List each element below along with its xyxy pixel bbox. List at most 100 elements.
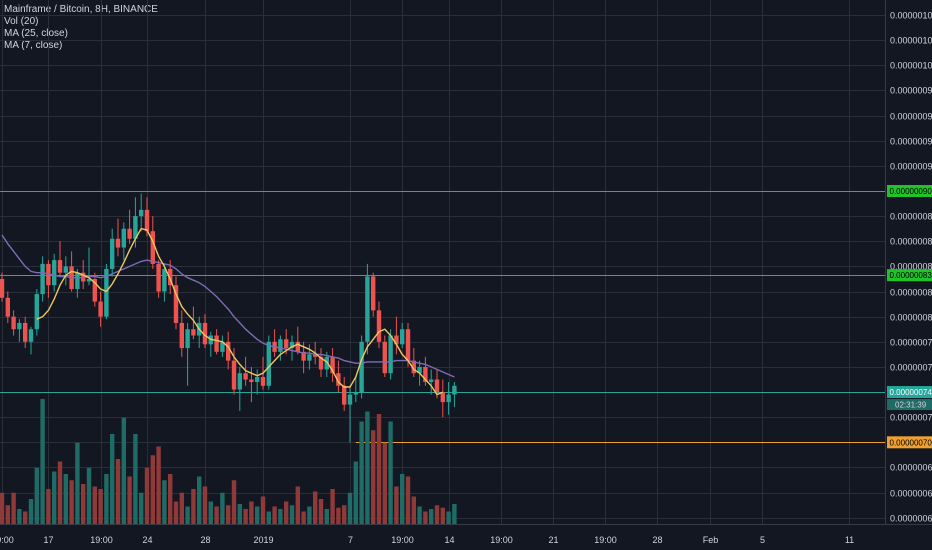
candle-body [417, 366, 422, 374]
price-tag-label: 0.00000083 [890, 271, 932, 280]
volume-bar [52, 471, 57, 524]
candle-body [133, 216, 138, 239]
candle-body [40, 263, 45, 295]
volume-bar [34, 467, 39, 524]
price-tick-label: 0.00000078 [890, 338, 932, 348]
candle-body [139, 209, 144, 217]
candle-body [342, 385, 347, 405]
candle-body [121, 228, 126, 248]
volume-bar [11, 492, 16, 524]
price-tick-label: 0.00000102 [890, 36, 932, 46]
candle-body [371, 276, 376, 311]
candle-body [191, 329, 196, 336]
candle-body [452, 385, 457, 395]
price-tick-label: 0.00000088 [890, 212, 932, 222]
volume-bar [278, 509, 283, 524]
volume-bar [173, 501, 179, 524]
price-tag-background [887, 386, 932, 399]
candle-body [214, 335, 219, 352]
countdown-tag-label: 02:31:39 [895, 401, 927, 410]
volume-bar [429, 509, 434, 524]
volume-bar [365, 411, 370, 524]
candle-body [243, 373, 248, 380]
volume-bar [144, 467, 150, 524]
candle-body [376, 310, 382, 342]
price-tick-label: 0.00000098 [890, 86, 932, 96]
candle-body [295, 341, 300, 352]
price-tick-label: 0.00000092 [890, 162, 932, 172]
ma7-indicator-label[interactable]: MA (7, close) [4, 40, 63, 51]
volume-bar [110, 434, 115, 524]
volume-bar [139, 492, 144, 524]
volume-bar [231, 480, 237, 524]
countdown-tag-background [887, 399, 932, 411]
volume-bar [330, 489, 335, 524]
candle-body [440, 392, 445, 403]
time-axis[interactable]: 19:00 17 19:00 24 28 2019 7 19:00 14 19:00 21 19:00… [0, 535, 854, 545]
volume-bar [434, 505, 440, 524]
candle-body [405, 329, 411, 361]
volume-bar [197, 476, 202, 524]
candle-body [330, 356, 335, 374]
time-tick-label: 24 [142, 535, 152, 545]
volume-bar [5, 505, 10, 524]
candle-body [284, 339, 289, 349]
candle-body [231, 360, 237, 390]
price-tick-label: 0.00000086 [890, 237, 932, 247]
volume-bar [405, 476, 411, 524]
volume-bar [104, 474, 109, 524]
volume-bar [179, 492, 184, 524]
volume-bar [243, 509, 248, 524]
candle-body [92, 278, 97, 302]
price-tick-label: 0.00000068 [890, 463, 932, 473]
volume-bar [295, 486, 300, 524]
volume-bar [423, 511, 428, 524]
time-tick-label: 14 [444, 535, 454, 545]
time-tick-label: 28 [200, 535, 210, 545]
candle-body [307, 354, 312, 361]
volume-bar [86, 467, 92, 524]
volume-indicator-label[interactable]: Vol (20) [4, 16, 39, 27]
volume-bar [162, 480, 167, 524]
volume-bar [266, 511, 271, 524]
price-tag-label: 0.00000070 [890, 438, 932, 447]
candle-body [411, 360, 416, 374]
volume-bar [191, 489, 196, 524]
price-tag-background [887, 269, 932, 282]
time-tick-label: 2019 [253, 535, 273, 545]
price-tag-background [887, 436, 932, 449]
candle-body [423, 366, 428, 383]
price-tick-label: 0.00000072 [890, 413, 932, 423]
volume-bar [40, 399, 45, 524]
volume-bar [17, 509, 22, 524]
price-tag-background [887, 185, 932, 198]
volume-bar [150, 455, 155, 524]
volume-bar [318, 499, 324, 524]
time-tick-label: 19:00 [594, 535, 617, 545]
price-tick-label: 0.00000082 [890, 288, 932, 298]
candle-body [86, 278, 92, 282]
volume-bar [28, 499, 34, 524]
time-tick-label: 19:00 [0, 535, 14, 545]
volume-bar [289, 505, 295, 524]
candle-body [400, 329, 405, 345]
volume-bar [272, 506, 277, 524]
candle-body [434, 379, 440, 393]
volume-bar [301, 511, 306, 524]
candle-body [394, 335, 399, 345]
time-tick-label: 28 [652, 535, 662, 545]
candle-body [17, 322, 22, 330]
time-tick-label: 17 [43, 535, 53, 545]
volume-bar [353, 461, 358, 524]
volume-bar [307, 506, 312, 524]
price-tick-label: 0.00000066 [890, 489, 932, 499]
candle-body [318, 356, 324, 370]
candle-body [278, 339, 283, 352]
candle-body [110, 238, 115, 269]
volume-bar [376, 414, 382, 524]
volume-bar [388, 421, 393, 524]
ma25-indicator-label[interactable]: MA (25, close) [4, 28, 68, 39]
candle-body [23, 322, 28, 342]
